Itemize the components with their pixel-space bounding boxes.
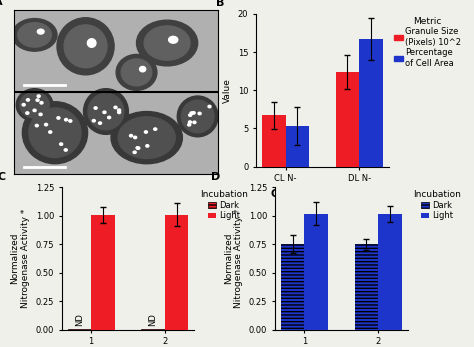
Ellipse shape: [99, 122, 101, 124]
Legend: Dark, Light: Dark, Light: [413, 190, 461, 220]
Y-axis label: Normalized
Nitrogenase Activity *: Normalized Nitrogenase Activity *: [224, 209, 243, 308]
Bar: [304, 213, 328, 330]
Bar: [91, 215, 115, 330]
Ellipse shape: [64, 118, 68, 121]
Ellipse shape: [188, 124, 191, 126]
Bar: [336, 72, 359, 167]
Ellipse shape: [60, 143, 63, 145]
Bar: [285, 126, 309, 167]
Ellipse shape: [39, 113, 42, 116]
Bar: [378, 213, 401, 330]
Ellipse shape: [154, 128, 157, 130]
Ellipse shape: [36, 99, 39, 101]
Ellipse shape: [169, 36, 178, 43]
Ellipse shape: [177, 96, 218, 137]
Y-axis label: Normalized
Nitrogenase Activity *: Normalized Nitrogenase Activity *: [10, 209, 30, 308]
Ellipse shape: [137, 20, 198, 66]
Ellipse shape: [103, 111, 106, 113]
Ellipse shape: [26, 112, 29, 114]
Ellipse shape: [139, 66, 146, 72]
Ellipse shape: [16, 89, 53, 121]
Ellipse shape: [88, 93, 124, 130]
Ellipse shape: [190, 112, 193, 114]
Ellipse shape: [45, 124, 47, 126]
Text: A: A: [0, 0, 2, 7]
Bar: [68, 329, 91, 330]
Ellipse shape: [114, 106, 117, 109]
Ellipse shape: [133, 151, 136, 153]
Ellipse shape: [118, 111, 121, 113]
X-axis label: Culture Condition: Culture Condition: [271, 189, 374, 199]
Ellipse shape: [208, 105, 211, 108]
Ellipse shape: [108, 116, 110, 119]
Ellipse shape: [193, 121, 196, 124]
Bar: [359, 39, 383, 167]
Text: ND: ND: [148, 313, 157, 326]
Ellipse shape: [129, 135, 133, 137]
Ellipse shape: [198, 112, 201, 115]
Bar: [355, 244, 378, 330]
Ellipse shape: [22, 103, 25, 106]
Ellipse shape: [69, 120, 72, 122]
Ellipse shape: [92, 119, 95, 122]
Ellipse shape: [87, 39, 96, 47]
Ellipse shape: [134, 136, 137, 139]
Bar: [165, 215, 188, 330]
Legend: Dark, Light: Dark, Light: [200, 190, 248, 220]
Ellipse shape: [192, 112, 195, 114]
Ellipse shape: [20, 92, 49, 118]
Ellipse shape: [12, 19, 57, 51]
Ellipse shape: [64, 25, 107, 68]
Ellipse shape: [27, 99, 29, 101]
Bar: [262, 116, 285, 167]
Text: C: C: [0, 172, 6, 182]
Text: ND: ND: [75, 313, 84, 326]
Ellipse shape: [35, 124, 38, 127]
Ellipse shape: [118, 109, 120, 111]
Ellipse shape: [121, 59, 152, 86]
Ellipse shape: [116, 54, 157, 90]
Ellipse shape: [40, 102, 43, 104]
Ellipse shape: [33, 109, 36, 112]
Ellipse shape: [37, 29, 44, 34]
Ellipse shape: [29, 108, 81, 158]
Ellipse shape: [64, 149, 67, 151]
Text: D: D: [211, 172, 220, 182]
Ellipse shape: [189, 121, 191, 123]
Ellipse shape: [145, 131, 147, 133]
Bar: [141, 329, 165, 330]
Ellipse shape: [83, 89, 128, 134]
Ellipse shape: [136, 147, 139, 149]
Ellipse shape: [37, 95, 40, 98]
Ellipse shape: [94, 107, 97, 109]
Y-axis label: Value: Value: [223, 78, 232, 103]
Ellipse shape: [137, 147, 140, 150]
Ellipse shape: [118, 117, 175, 159]
Ellipse shape: [182, 100, 214, 133]
Bar: [281, 244, 304, 330]
Ellipse shape: [189, 114, 191, 116]
Ellipse shape: [57, 117, 60, 119]
Ellipse shape: [111, 111, 182, 164]
Legend: Granule Size
(Pixels) 10^2, Percentage
of Cell Area: Granule Size (Pixels) 10^2, Percentage o…: [394, 17, 461, 68]
Ellipse shape: [57, 18, 114, 75]
Ellipse shape: [144, 26, 190, 60]
Ellipse shape: [49, 131, 52, 133]
Text: B: B: [216, 0, 225, 8]
Ellipse shape: [18, 23, 51, 47]
Ellipse shape: [146, 145, 149, 147]
Ellipse shape: [22, 102, 88, 164]
